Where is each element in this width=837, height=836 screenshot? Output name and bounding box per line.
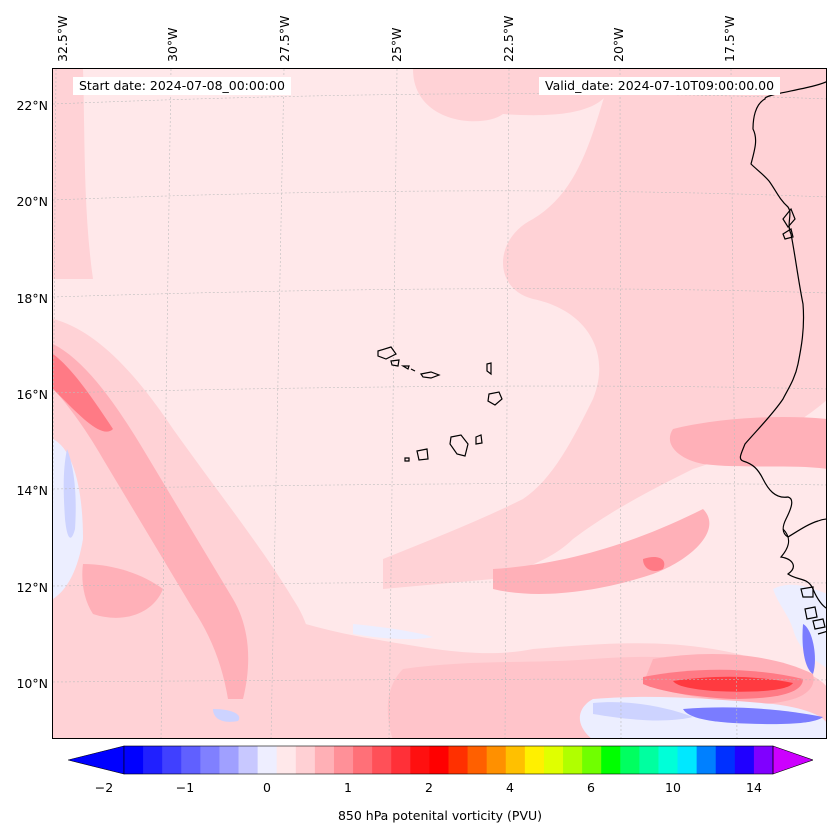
lat-label-18n: 18°N <box>16 291 48 306</box>
colorbar-segment <box>696 746 717 774</box>
colorbar-segment <box>295 746 316 774</box>
lon-label-30w: 30°W <box>165 27 180 62</box>
colorbar-segment <box>410 746 430 774</box>
lon-label-27-5w: 27.5°W <box>277 15 292 62</box>
colorbar-under-arrow <box>68 745 125 775</box>
colorbar-label: 850 hPa potenital vorticity (PVU) <box>337 808 543 823</box>
lat-label-16n: 16°N <box>16 387 48 402</box>
colorbar-segment <box>639 746 659 774</box>
valid-date-label: Valid_date: 2024-07-10T09:00:00.00 <box>539 77 781 95</box>
colorbar-segment <box>601 746 621 774</box>
colorbar-segment <box>658 746 679 774</box>
colorbar-segment <box>143 746 163 774</box>
lat-label-22n: 22°N <box>16 98 48 113</box>
colorbar-segment <box>448 746 469 774</box>
colorbar-segment <box>715 746 736 774</box>
pv-light-positive <box>53 69 826 738</box>
lat-label-14n: 14°N <box>16 483 48 498</box>
colorbar-segment <box>353 746 373 774</box>
colorbar-segment <box>219 746 240 774</box>
cape-verde-islands <box>377 346 503 462</box>
africa-coastline <box>739 81 826 635</box>
colorbar-over-arrow <box>772 745 813 775</box>
lon-label-22-5w: 22.5°W <box>501 15 516 62</box>
lon-label-20w: 20°W <box>611 27 626 62</box>
colorbar-segment <box>543 746 564 774</box>
colorbar-segment <box>486 746 507 774</box>
colorbar-tick-label: 1 <box>344 780 352 795</box>
colorbar-segment <box>181 746 201 774</box>
colorbar-segment <box>314 746 335 774</box>
colorbar-segment <box>200 746 220 774</box>
colorbar-segment <box>124 746 144 774</box>
colorbar-tick-label: 6 <box>587 780 595 795</box>
colorbar-segment <box>276 746 297 774</box>
lat-label-10n: 10°N <box>16 676 48 691</box>
colorbar-segment <box>372 746 392 774</box>
colorbar-tick-label: 2 <box>425 780 433 795</box>
colorbar-tick-label: −2 <box>94 780 114 795</box>
graticule <box>53 69 826 738</box>
colorbar-segment <box>620 746 640 774</box>
colorbar-segment <box>162 746 182 774</box>
colorbar <box>68 745 813 775</box>
lon-label-17-5w: 17.5°W <box>722 15 737 62</box>
colorbar-tick-label: 4 <box>506 780 514 795</box>
start-date-label: Start date: 2024-07-08_00:00:00 <box>73 77 291 95</box>
colorbar-segment <box>391 746 411 774</box>
lat-label-20n: 20°N <box>16 194 48 209</box>
colorbar-tick-label: −1 <box>175 780 195 795</box>
pv-strong-positive <box>53 354 803 699</box>
colorbar-tick-label: 14 <box>746 780 762 795</box>
colorbar-segment <box>524 746 545 774</box>
colorbar-segment <box>238 746 259 774</box>
colorbar-segment <box>734 746 755 774</box>
map-panel[interactable] <box>52 68 827 739</box>
colorbar-segment <box>257 746 278 774</box>
colorbar-segment <box>429 746 449 774</box>
pv-field-map <box>53 69 826 738</box>
lon-label-25w: 25°W <box>389 27 404 62</box>
lon-label-32-5w: 32.5°W <box>55 15 70 62</box>
colorbar-tick-label: 0 <box>263 780 271 795</box>
colorbar-segment <box>467 746 488 774</box>
colorbar-segment <box>563 746 583 774</box>
colorbar-segment <box>753 746 774 774</box>
colorbar-segment <box>333 746 354 774</box>
colorbar-segment <box>582 746 602 774</box>
colorbar-frame <box>123 745 774 775</box>
pv-negative <box>53 439 826 738</box>
colorbar-tick-label: 10 <box>665 780 681 795</box>
colorbar-segment <box>677 746 698 774</box>
lat-label-12n: 12°N <box>16 580 48 595</box>
colorbar-segment <box>505 746 526 774</box>
